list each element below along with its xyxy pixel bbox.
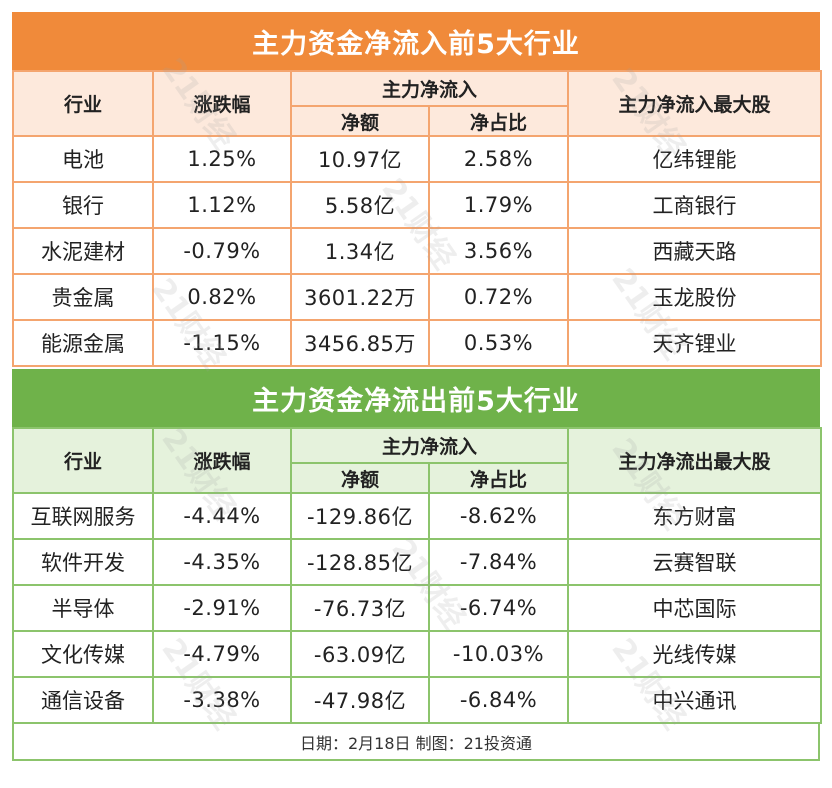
top-stock-cell: 云赛智联 bbox=[567, 538, 823, 586]
top-stock-cell: 玉龙股份 bbox=[567, 273, 823, 321]
change-cell: -4.44% bbox=[152, 492, 292, 540]
net-ratio-cell: -6.74% bbox=[427, 584, 570, 632]
outflow-title: 主力资金净流出前5大行业 bbox=[12, 369, 820, 427]
header-net-amount: 净额 bbox=[290, 462, 430, 494]
outflow-subheader-row: 净额 净占比 bbox=[13, 462, 821, 494]
inflow-header-row: 行业 涨跌幅 主力净流入 主力净流入最大股 bbox=[12, 70, 823, 137]
outflow-header-row: 行业 涨跌幅 主力净流入 主力净流出最大股 bbox=[12, 427, 823, 494]
net-amount-cell: 3601.22万 bbox=[290, 273, 430, 321]
footer-credit: 日期：2月18日 制图：21投资通 bbox=[12, 724, 820, 761]
net-amount-cell: 10.97亿 bbox=[290, 135, 430, 183]
net-ratio-cell: -10.03% bbox=[427, 630, 570, 678]
top-stock-cell: 亿纬锂能 bbox=[567, 135, 823, 183]
table-row: 电池 1.25% 10.97亿 2.58% 亿纬锂能 bbox=[12, 135, 823, 183]
change-cell: -0.79% bbox=[152, 227, 292, 275]
top-stock-cell: 中芯国际 bbox=[567, 584, 823, 632]
change-cell: -3.38% bbox=[152, 676, 292, 724]
change-cell: 1.12% bbox=[152, 181, 292, 229]
header-industry: 行业 bbox=[12, 70, 154, 137]
change-cell: -4.35% bbox=[152, 538, 292, 586]
net-amount-cell: 5.58亿 bbox=[290, 181, 430, 229]
header-main-net-inflow: 主力净流入 bbox=[289, 427, 570, 464]
industry-cell: 贵金属 bbox=[12, 273, 154, 321]
change-cell: -2.91% bbox=[152, 584, 292, 632]
industry-cell: 水泥建材 bbox=[12, 227, 154, 275]
net-amount-cell: 1.34亿 bbox=[290, 227, 430, 275]
table-row: 贵金属 0.82% 3601.22万 0.72% 玉龙股份 bbox=[12, 273, 823, 321]
industry-cell: 银行 bbox=[12, 181, 154, 229]
net-ratio-cell: -8.62% bbox=[427, 492, 570, 540]
table-row: 能源金属 -1.15% 3456.85万 0.53% 天齐锂业 bbox=[12, 319, 823, 367]
header-industry: 行业 bbox=[12, 427, 154, 494]
header-net-ratio: 净占比 bbox=[427, 462, 570, 494]
net-ratio-cell: -6.84% bbox=[427, 676, 570, 724]
header-change: 涨跌幅 bbox=[152, 427, 292, 494]
change-cell: -4.79% bbox=[152, 630, 292, 678]
industry-cell: 电池 bbox=[12, 135, 154, 183]
header-top-stock: 主力净流出最大股 bbox=[567, 427, 823, 494]
top-stock-cell: 西藏天路 bbox=[567, 227, 823, 275]
change-cell: 1.25% bbox=[152, 135, 292, 183]
industry-cell: 软件开发 bbox=[12, 538, 154, 586]
top-stock-cell: 天齐锂业 bbox=[567, 319, 823, 367]
inflow-title: 主力资金净流入前5大行业 bbox=[12, 12, 820, 70]
net-amount-cell: -128.85亿 bbox=[290, 538, 430, 586]
header-net-amount: 净额 bbox=[290, 105, 430, 137]
table-row: 互联网服务 -4.44% -129.86亿 -8.62% 东方财富 bbox=[12, 492, 823, 540]
net-amount-cell: -129.86亿 bbox=[290, 492, 430, 540]
inflow-subheader-row: 净额 净占比 bbox=[13, 105, 821, 137]
header-top-stock: 主力净流入最大股 bbox=[567, 70, 823, 137]
header-net-ratio: 净占比 bbox=[427, 105, 570, 137]
table-row: 文化传媒 -4.79% -63.09亿 -10.03% 光线传媒 bbox=[12, 630, 823, 678]
table-row: 半导体 -2.91% -76.73亿 -6.74% 中芯国际 bbox=[12, 584, 823, 632]
industry-cell: 通信设备 bbox=[12, 676, 154, 724]
net-ratio-cell: 2.58% bbox=[427, 135, 570, 183]
net-ratio-cell: 1.79% bbox=[427, 181, 570, 229]
industry-cell: 半导体 bbox=[12, 584, 154, 632]
net-amount-cell: -76.73亿 bbox=[290, 584, 430, 632]
top-stock-cell: 东方财富 bbox=[567, 492, 823, 540]
inflow-table: 行业 涨跌幅 主力净流入 主力净流入最大股 净额 净占比 电池 1.25% 10… bbox=[12, 70, 823, 367]
net-amount-cell: -63.09亿 bbox=[290, 630, 430, 678]
outflow-table: 行业 涨跌幅 主力净流入 主力净流出最大股 净额 净占比 互联网服务 -4.44… bbox=[12, 427, 823, 724]
header-main-net-inflow: 主力净流入 bbox=[289, 70, 570, 107]
net-amount-cell: 3456.85万 bbox=[290, 319, 430, 367]
change-cell: 0.82% bbox=[152, 273, 292, 321]
capital-flow-report: 主力资金净流入前5大行业 行业 涨跌幅 主力净流入 主力净流入最大股 净额 净占… bbox=[12, 12, 823, 761]
net-ratio-cell: 0.72% bbox=[427, 273, 570, 321]
net-amount-cell: -47.98亿 bbox=[290, 676, 430, 724]
header-change: 涨跌幅 bbox=[152, 70, 292, 137]
table-row: 银行 1.12% 5.58亿 1.79% 工商银行 bbox=[12, 181, 823, 229]
table-row: 通信设备 -3.38% -47.98亿 -6.84% 中兴通讯 bbox=[12, 676, 823, 724]
industry-cell: 文化传媒 bbox=[12, 630, 154, 678]
top-stock-cell: 中兴通讯 bbox=[567, 676, 823, 724]
top-stock-cell: 光线传媒 bbox=[567, 630, 823, 678]
change-cell: -1.15% bbox=[152, 319, 292, 367]
top-stock-cell: 工商银行 bbox=[567, 181, 823, 229]
net-ratio-cell: 0.53% bbox=[427, 319, 570, 367]
table-row: 水泥建材 -0.79% 1.34亿 3.56% 西藏天路 bbox=[12, 227, 823, 275]
net-ratio-cell: -7.84% bbox=[427, 538, 570, 586]
industry-cell: 互联网服务 bbox=[12, 492, 154, 540]
table-row: 软件开发 -4.35% -128.85亿 -7.84% 云赛智联 bbox=[12, 538, 823, 586]
industry-cell: 能源金属 bbox=[12, 319, 154, 367]
net-ratio-cell: 3.56% bbox=[427, 227, 570, 275]
